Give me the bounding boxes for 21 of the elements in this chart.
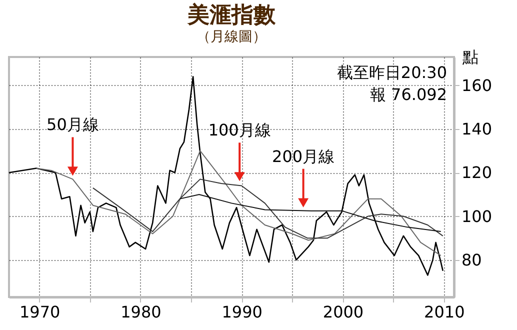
x-tick-label: 1990 bbox=[222, 302, 262, 322]
y-tick-label: 100 bbox=[462, 206, 492, 226]
x-tick-label: 2010 bbox=[424, 302, 465, 322]
y-tick-label: 160 bbox=[462, 76, 492, 95]
line-series bbox=[92, 178, 444, 239]
annotation: 100月線 bbox=[208, 120, 271, 140]
y-tick-label: 140 bbox=[462, 120, 492, 138]
line-series bbox=[179, 194, 442, 232]
x-tick-label: 1970 bbox=[19, 302, 60, 322]
chart-title: 美滙指數 bbox=[186, 2, 276, 28]
annotation: 報 76.092 bbox=[370, 85, 447, 104]
y-tick-label: 80 bbox=[462, 250, 482, 270]
annotation: 截至昨日20:30 bbox=[336, 63, 447, 82]
chart-subtitle: （月線圖） bbox=[196, 29, 266, 45]
line-series bbox=[36, 150, 442, 256]
x-tick-label: 1980 bbox=[120, 302, 162, 322]
annotation: 200月線 bbox=[272, 146, 335, 166]
x-tick-label: 2000 bbox=[322, 302, 364, 322]
annotation: 50月線 bbox=[46, 115, 99, 134]
y-tick-label: 120 bbox=[462, 163, 492, 182]
y-axis-title: 點 bbox=[462, 48, 478, 66]
